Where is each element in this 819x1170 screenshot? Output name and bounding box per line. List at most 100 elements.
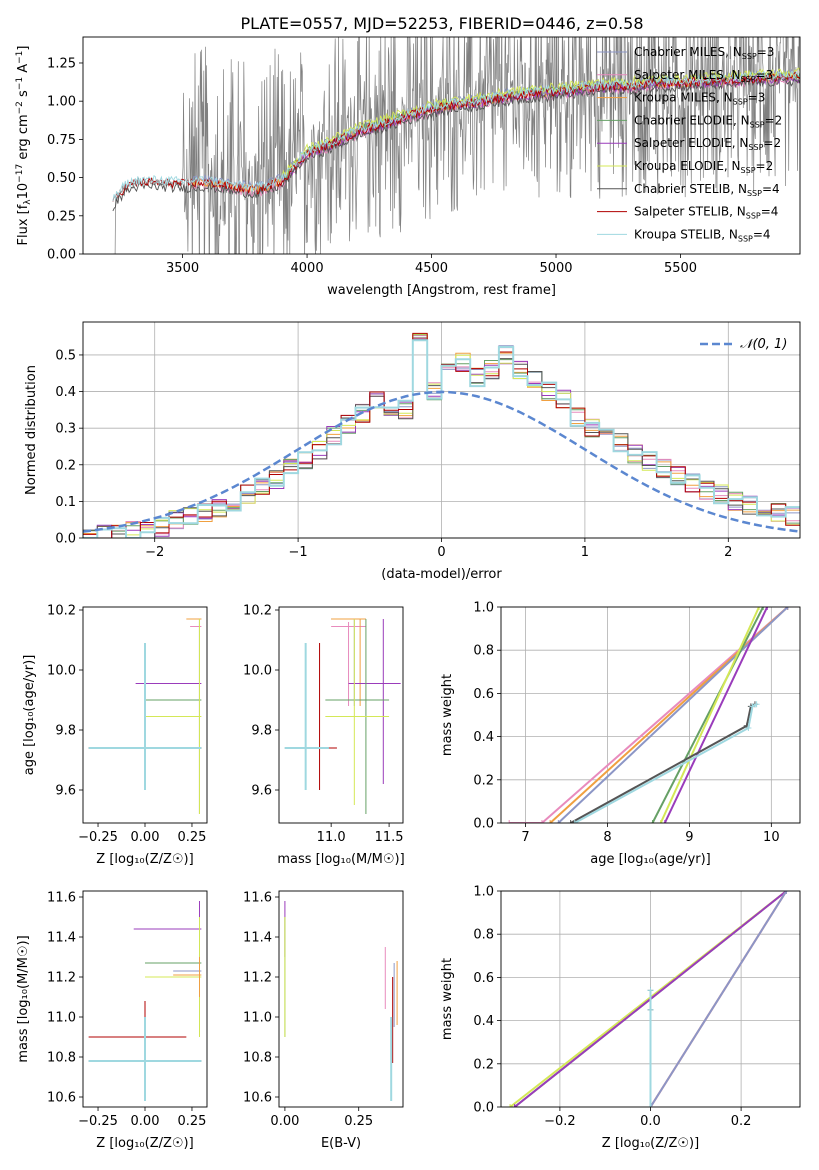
y-tick-label: 11.4 bbox=[47, 931, 76, 946]
y-tick-label: 0.2 bbox=[55, 458, 76, 473]
legend-label: Salpeter ELODIE, NSSP=2 bbox=[634, 136, 781, 152]
y-tick-label: 0.4 bbox=[55, 385, 76, 400]
y-tick-label: 1.00 bbox=[47, 95, 76, 110]
massweight-vs-age-panel: 7 8 9 10 0.0 0.2 0.4 0.6 0.8 1.0 age [log₁₀(age/yr… bbox=[440, 601, 801, 867]
axes-frame bbox=[82, 890, 208, 1108]
y-tick-label: 0.0 bbox=[473, 1101, 494, 1116]
x-axis-label: Z [log₁₀(Z/Z☉)] bbox=[96, 852, 193, 867]
axes-frame bbox=[500, 606, 801, 824]
massweight-vs-Z-panel: −0.2 0.0 0.2 0.0 0.2 0.4 0.6 0.8 1.0 Z [log₁₀(Z/Z… bbox=[440, 885, 801, 1151]
y-tick-label: 10.2 bbox=[47, 604, 76, 619]
y-tick-label: 0.00 bbox=[47, 248, 76, 263]
residuals-panel: −2 −1 0 1 2 0.0 0.1 0.2 0.3 0.4 0.5 (data-model)/er… bbox=[24, 321, 801, 582]
x-tick-label: 1 bbox=[581, 545, 589, 560]
mass-weight-marker bbox=[784, 607, 791, 610]
y-tick-label: 10.8 bbox=[243, 1051, 272, 1066]
model-line-salpeter-stelib bbox=[112, 71, 800, 202]
y-tick-label: 9.6 bbox=[55, 784, 76, 799]
x-tick-label: 5500 bbox=[664, 261, 697, 276]
model-line-salpeter-elodie bbox=[281, 74, 800, 183]
y-tick-label: 0.2 bbox=[473, 773, 494, 788]
x-axis-label: wavelength [Angstrom, rest frame] bbox=[327, 283, 556, 298]
mass-weight-line-salpeter-elodie bbox=[663, 607, 769, 823]
x-axis-label: Z [log₁₀(Z/Z☉)] bbox=[96, 1136, 193, 1151]
age-vs-Z-panel: −0.25 0.00 0.25 9.6 9.8 10.0 10.2 Z [log₁₀(Z/Z☉… bbox=[22, 604, 208, 867]
massweight_vs_Z-plot-area bbox=[507, 891, 790, 1107]
mass-weight-marker bbox=[538, 820, 545, 823]
mass-weight-marker bbox=[760, 607, 767, 610]
y-tick-label: 0.1 bbox=[55, 495, 76, 510]
y-axis-label: mass weight bbox=[440, 958, 455, 1040]
axes-frame bbox=[82, 36, 801, 255]
mass-weight-marker bbox=[506, 820, 513, 823]
y-axis-label: Normed distribution bbox=[24, 365, 39, 495]
x-tick-label: −2 bbox=[145, 545, 164, 560]
legend-label: Salpeter MILES, NSSP=3 bbox=[634, 68, 773, 84]
x-tick-label: 3500 bbox=[166, 261, 199, 276]
mass_vs_Z-plot-area bbox=[88, 901, 202, 1101]
mass-weight-marker bbox=[764, 607, 771, 610]
mass-weight-marker bbox=[745, 724, 752, 731]
x-tick-label: 5000 bbox=[539, 261, 572, 276]
mass-weight-marker bbox=[657, 820, 664, 823]
y-tick-label: 0.4 bbox=[473, 1014, 494, 1029]
x-tick-label: 0.0 bbox=[640, 1114, 661, 1129]
mass-weight-line-chabrier-miles bbox=[557, 607, 789, 823]
mass-weight-marker bbox=[555, 820, 562, 823]
mass-weight-line-chabrier-stelib bbox=[570, 703, 756, 823]
mass-vs-EBV-panel: 0.00 0.25 10.6 10.8 11.0 11.2 11.4 11.6 E(B-V) bbox=[243, 890, 404, 1151]
x-axis-label: Z [log₁₀(Z/Z☉)] bbox=[602, 1136, 699, 1151]
y-axis-label: mass [log₁₀(M/M☉)] bbox=[16, 935, 31, 1062]
x-tick-label: 0.00 bbox=[131, 830, 160, 845]
age_vs_Z-plot-area bbox=[88, 618, 202, 814]
y-tick-label: 9.6 bbox=[251, 784, 272, 799]
x-tick-label: 10 bbox=[763, 830, 780, 845]
x-tick-label: 0.00 bbox=[131, 1114, 160, 1129]
legend-label: Chabrier STELIB, NSSP=4 bbox=[634, 182, 780, 198]
spectrum-panel: 3500 4000 4500 5000 5500 0.00 0.25 0.50 0.75 1.00… bbox=[15, 36, 801, 298]
y-tick-label: 9.8 bbox=[251, 724, 272, 739]
spectrum-legend: Chabrier MILES, NSSP=3 Salpeter MILES, NS… bbox=[597, 45, 782, 243]
mass-weight-marker bbox=[511, 1104, 518, 1107]
legend-label: Chabrier MILES, NSSP=3 bbox=[634, 45, 774, 61]
mass-weight-marker bbox=[647, 987, 654, 994]
x-tick-label: −1 bbox=[289, 545, 308, 560]
mass-weight-marker bbox=[753, 701, 760, 708]
x-tick-label: 11.0 bbox=[317, 830, 346, 845]
x-tick-label: 0 bbox=[437, 545, 445, 560]
axes-frame bbox=[82, 606, 208, 824]
x-tick-label: 7 bbox=[521, 830, 529, 845]
x-tick-label: −0.2 bbox=[544, 1114, 576, 1129]
mass-weight-marker bbox=[571, 820, 578, 823]
y-tick-label: 10.6 bbox=[47, 1091, 76, 1106]
mass-weight-marker bbox=[647, 1104, 654, 1107]
y-tick-label: 11.6 bbox=[47, 891, 76, 906]
y-tick-label: 0.50 bbox=[47, 171, 76, 186]
y-tick-label: 1.0 bbox=[473, 885, 494, 900]
y-axis-label: Flux [fλ10−17 erg cm−2 s−1 A−1] bbox=[15, 46, 33, 246]
y-tick-label: 1.0 bbox=[473, 601, 494, 616]
residuals-plot-area bbox=[83, 332, 800, 538]
data-spectrum-line bbox=[112, 37, 800, 254]
y-tick-label: 0.0 bbox=[55, 532, 76, 547]
y-tick-label: 0.8 bbox=[473, 644, 494, 659]
mass-weight-line-kroupa-stelib bbox=[574, 703, 758, 823]
massweight_vs_age-plot-area bbox=[506, 607, 791, 823]
y-tick-label: 0.6 bbox=[473, 971, 494, 986]
y-tick-label: 0.25 bbox=[47, 209, 76, 224]
y-tick-label: 10.2 bbox=[243, 604, 272, 619]
y-tick-label: 0.8 bbox=[473, 928, 494, 943]
mass_vs_EBV-plot-area bbox=[284, 901, 398, 1101]
legend-label: 𝒩(0, 1) bbox=[740, 337, 787, 352]
y-tick-label: 1.25 bbox=[47, 56, 76, 71]
axes-frame bbox=[278, 890, 404, 1108]
age-vs-mass-panel: 11.0 11.5 9.6 9.8 10.0 10.2 mass [log₁₀(M/M☉)] bbox=[243, 604, 405, 868]
mass-weight-marker bbox=[547, 820, 554, 823]
mass-weight-marker bbox=[661, 820, 668, 823]
spectrum-plot-area bbox=[112, 37, 800, 254]
x-axis-label: E(B-V) bbox=[321, 1136, 361, 1151]
y-tick-label: 11.4 bbox=[243, 931, 272, 946]
model-line-kroupa-stelib bbox=[112, 70, 800, 202]
y-tick-label: 0.0 bbox=[473, 817, 494, 832]
